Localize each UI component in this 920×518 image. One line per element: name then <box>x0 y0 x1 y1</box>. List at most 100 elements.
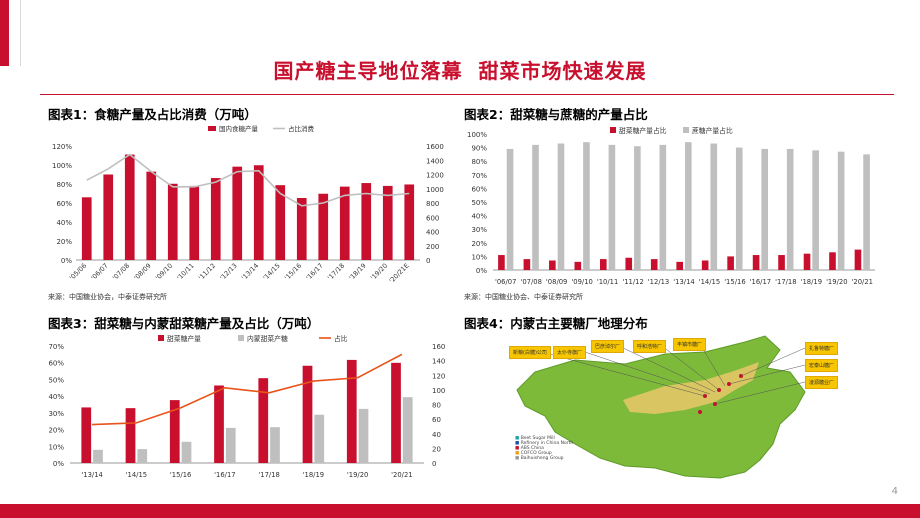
x-tick-label: '19/20 <box>347 471 368 479</box>
bar-beet-share <box>854 249 862 270</box>
x-tick-label: '16/17 <box>750 278 771 286</box>
chart4-title: 图表4：内蒙古主要糖厂地理分布 <box>464 316 648 331</box>
bar-beet-share <box>498 255 505 270</box>
line-beet-share <box>92 353 403 426</box>
y-tick-label: 40% <box>471 213 487 221</box>
left-tick-label: 120% <box>52 143 72 151</box>
title-underline <box>40 94 894 95</box>
bar-cane-share <box>608 144 616 270</box>
map-label-4: 丰镇市糖厂 <box>673 338 707 351</box>
map-label-6: 宏泰山糖厂 <box>805 359 839 372</box>
chart3-svg: 0% 10% 20% 30% 40% 50% 60% 70% 0 20 40 60 80 100 120 14… <box>48 334 445 479</box>
bar-domestic-output <box>296 198 307 260</box>
map-label-7: 凌源糖业厂 <box>805 376 839 389</box>
left-tick-label: 70% <box>48 343 64 351</box>
chart2-source: 来源：中国糖业协会、中泰证券研究所 <box>464 293 583 301</box>
legend-item: ■ Beet Sugar Mill <box>515 436 555 441</box>
x-tick-label: '20/21 <box>391 471 412 479</box>
left-tick-label: 80% <box>56 181 72 189</box>
legend-item: ■ ABS China <box>515 446 544 451</box>
bar-cane-share <box>710 143 718 270</box>
bar-cane-share <box>761 148 769 270</box>
bar-cane-share <box>659 144 667 270</box>
chart2-svg: 0% 10% 20% 30% 40% 50% 60% 70% 80% 90% 100% '06/07 '… <box>467 126 875 286</box>
right-tick-label: 0 <box>426 257 430 265</box>
y-tick-label: 60% <box>471 185 487 193</box>
x-tick-label: '14/15 <box>699 278 720 286</box>
y-tick-label: 20% <box>471 240 487 248</box>
y-tick-label: 100% <box>467 131 487 139</box>
page-number: 4 <box>891 486 898 497</box>
right-tick-label: 800 <box>426 200 439 208</box>
bar-domestic-output <box>210 178 221 260</box>
bar-cane-share <box>685 142 692 270</box>
bar-domestic-output <box>232 166 243 260</box>
left-tick-label: 30% <box>48 410 64 418</box>
bar-inner-mongolia-output <box>225 427 236 463</box>
bar-beet-output <box>258 378 269 463</box>
bar-beet-share <box>829 252 836 270</box>
bar-inner-mongolia-output <box>270 427 280 463</box>
left-tick-label: 60% <box>56 200 72 208</box>
bar-beet-share <box>803 253 811 270</box>
x-tick-label: '18/19 <box>801 278 822 286</box>
bar-domestic-output <box>103 174 114 260</box>
x-tick-label: '16/17 <box>214 471 235 479</box>
legend-swatch-inner-mongolia <box>238 335 244 341</box>
bar-domestic-output <box>146 171 157 260</box>
x-tick-label: '09/10 <box>154 262 174 282</box>
map-legend: ■ Beet Sugar Mill ■ Refinery in China No… <box>515 436 573 461</box>
legend-item: ■ Baihuisheng Group <box>515 456 564 461</box>
legend-item: ■ COFCO Group <box>515 451 552 456</box>
right-tick-label: 1600 <box>426 143 444 151</box>
x-tick-label: '19/20 <box>826 278 847 286</box>
x-tick-label: '15/16 <box>724 278 745 286</box>
right-tick-label: 1000 <box>426 186 444 194</box>
y-tick-label: 10% <box>471 253 487 261</box>
right-tick-label: 60 <box>432 416 441 424</box>
x-tick-label: '13/14 <box>673 278 694 286</box>
x-tick-label: '10/11 <box>597 278 618 286</box>
bar-domestic-output <box>404 184 415 260</box>
legend-swatch-domestic <box>208 126 216 131</box>
bar-cane-share <box>532 144 539 270</box>
legend-label-beet: 甜菜糖产量 <box>167 334 201 343</box>
x-tick-label: '17/18 <box>258 471 279 479</box>
bar-domestic-output <box>124 154 135 260</box>
bar-cane-share <box>735 147 743 270</box>
bar-domestic-output <box>382 185 393 260</box>
left-tick-label: 40% <box>48 393 64 401</box>
x-tick-label: '09/10 <box>571 278 592 286</box>
bar-cane-share <box>863 154 870 270</box>
bar-inner-mongolia-output <box>181 441 192 463</box>
bar-domestic-output <box>81 197 92 260</box>
left-tick-label: 0% <box>53 460 64 468</box>
chart1-source: 来源：中国糖业协会，中泰证券研究所 <box>48 293 167 301</box>
left-tick-label: 20% <box>56 238 72 246</box>
bar-beet-share <box>701 260 709 270</box>
page-title: 国产糖主导地位落幕 甜菜市场快速发展 <box>273 59 647 83</box>
bar-inner-mongolia-output <box>314 414 325 463</box>
left-tick-label: 100% <box>52 162 72 170</box>
x-tick-label: '17/18 <box>326 262 346 282</box>
x-tick-label: '19/20 <box>369 262 389 282</box>
map-label-5: 扎鲁特糖厂 <box>805 342 839 355</box>
bar-domestic-output <box>361 183 372 260</box>
x-tick-label: '17/18 <box>775 278 796 286</box>
x-tick-label: '06/07 <box>495 278 516 286</box>
x-tick-label: '12/13 <box>218 262 238 282</box>
bar-beet-share <box>727 256 734 270</box>
bottom-accent-bar <box>0 504 920 518</box>
bar-inner-mongolia-output <box>93 449 103 463</box>
bar-inner-mongolia-output <box>358 408 369 463</box>
x-tick-label: '14/15 <box>126 471 147 479</box>
bar-beet-share <box>574 261 582 270</box>
y-tick-label: 30% <box>471 226 487 234</box>
x-tick-label: '14/15 <box>261 262 281 282</box>
y-tick-label: 0% <box>476 267 487 275</box>
chart1-svg: 0% 20% 40% 60% 80% 100% 120% 0 200 400 600 800 1000 1… <box>52 124 444 285</box>
bar-beet-share <box>778 255 785 270</box>
legend-swatch-cane <box>683 127 689 133</box>
y-tick-label: 70% <box>471 172 487 180</box>
bar-beet-output <box>81 407 92 463</box>
